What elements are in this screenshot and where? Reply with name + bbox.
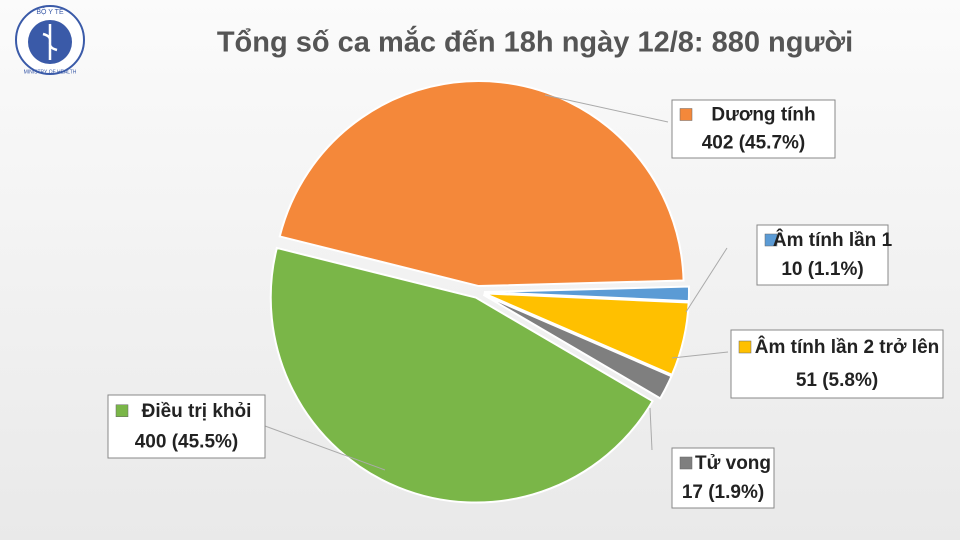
- slice-value-label: 400 (45.5%): [135, 431, 239, 452]
- label-box: [730, 329, 944, 399]
- slice-name: Dương tính: [711, 105, 815, 126]
- legend-swatch: [679, 108, 693, 121]
- leader-line: [671, 351, 729, 359]
- slice-name: Điều trị khỏi: [142, 401, 252, 422]
- pie-slice: [269, 246, 654, 504]
- pie-slice: [483, 285, 690, 303]
- pie-slice: [483, 292, 690, 377]
- slice-value-label: 17 (1.9%): [682, 482, 764, 503]
- leader-line: [544, 94, 669, 123]
- legend-swatch: [115, 404, 129, 417]
- logo-symbol: [42, 24, 58, 60]
- pie-slice: [278, 80, 685, 288]
- logo-bottom: MINISTRY OF HEALTH: [24, 69, 77, 75]
- leader-line: [264, 425, 386, 471]
- slice-value-label: 10 (1.1%): [781, 259, 863, 280]
- legend-swatch: [738, 340, 752, 354]
- label-box: [671, 447, 775, 509]
- slice-value-label: 402 (45.7%): [702, 133, 806, 154]
- chart-title: Tổng số ca mắc đến 18h ngày 12/8: 880 ng…: [217, 25, 853, 59]
- logo: BỘ Y TẾ MINISTRY OF HEALTH: [15, 5, 85, 75]
- label-box: [756, 224, 889, 286]
- slice-name: Âm tính lần 1: [773, 229, 893, 251]
- leader-line: [649, 407, 653, 451]
- label-box: [671, 99, 836, 159]
- slice-value-label: 51 (5.8%): [796, 370, 878, 391]
- legend-swatch: [764, 233, 778, 247]
- pie-slice: [482, 293, 673, 400]
- legend-swatch: [679, 456, 693, 470]
- slice-name: Âm tính lần 2 trở lên: [755, 336, 940, 358]
- logo-top: BỘ Y TẾ: [36, 6, 64, 16]
- label-box: [107, 394, 266, 459]
- leader-line: [685, 247, 728, 313]
- slice-name: Tử vong: [695, 453, 771, 474]
